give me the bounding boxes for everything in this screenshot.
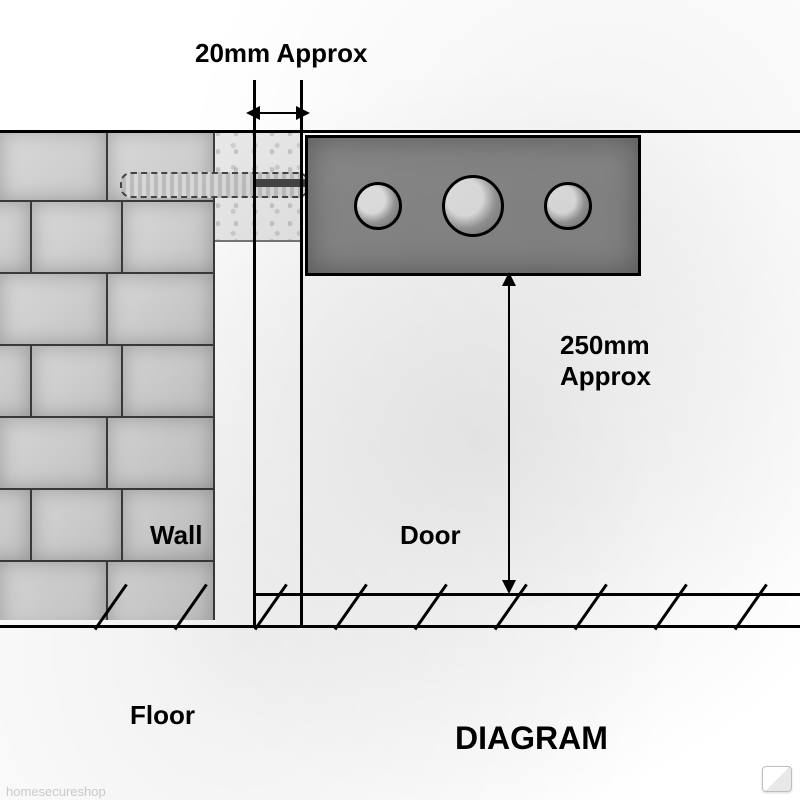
hatch-mark xyxy=(654,584,688,631)
hatch-mark xyxy=(734,584,768,631)
base-bottom-line xyxy=(0,625,800,628)
page-curl-icon xyxy=(762,766,792,792)
hatch-mark xyxy=(334,584,368,631)
bracket-hole xyxy=(442,175,504,237)
bracket-hole xyxy=(354,182,402,230)
gap-dimension-line xyxy=(258,112,298,114)
arrow-up-icon xyxy=(502,272,516,286)
base-top-line xyxy=(253,593,800,596)
outer-top-line xyxy=(0,130,800,133)
door-edge-line xyxy=(300,80,303,628)
diagram-stage: 20mm Approx 250mm Approx Wall Door Floor… xyxy=(0,0,800,800)
bracket-hole xyxy=(544,182,592,230)
diagram-title: DIAGRAM xyxy=(455,720,608,757)
hatch-mark xyxy=(574,584,608,631)
wall-face-line xyxy=(253,80,256,628)
door-label: Door xyxy=(400,520,461,551)
door-bracket xyxy=(305,135,641,276)
watermark-text: homesecureshop xyxy=(6,784,106,799)
wall-label: Wall xyxy=(150,520,202,551)
arrow-down-icon xyxy=(502,580,516,594)
height-dimension-line xyxy=(508,276,510,588)
height-dimension-label: 250mm Approx xyxy=(560,330,651,392)
arrow-left-icon xyxy=(246,106,260,120)
hatch-mark xyxy=(414,584,448,631)
floor-label: Floor xyxy=(130,700,195,731)
gap-dimension-label: 20mm Approx xyxy=(195,38,367,69)
hatch-mark xyxy=(254,584,288,631)
arrow-right-icon xyxy=(296,106,310,120)
